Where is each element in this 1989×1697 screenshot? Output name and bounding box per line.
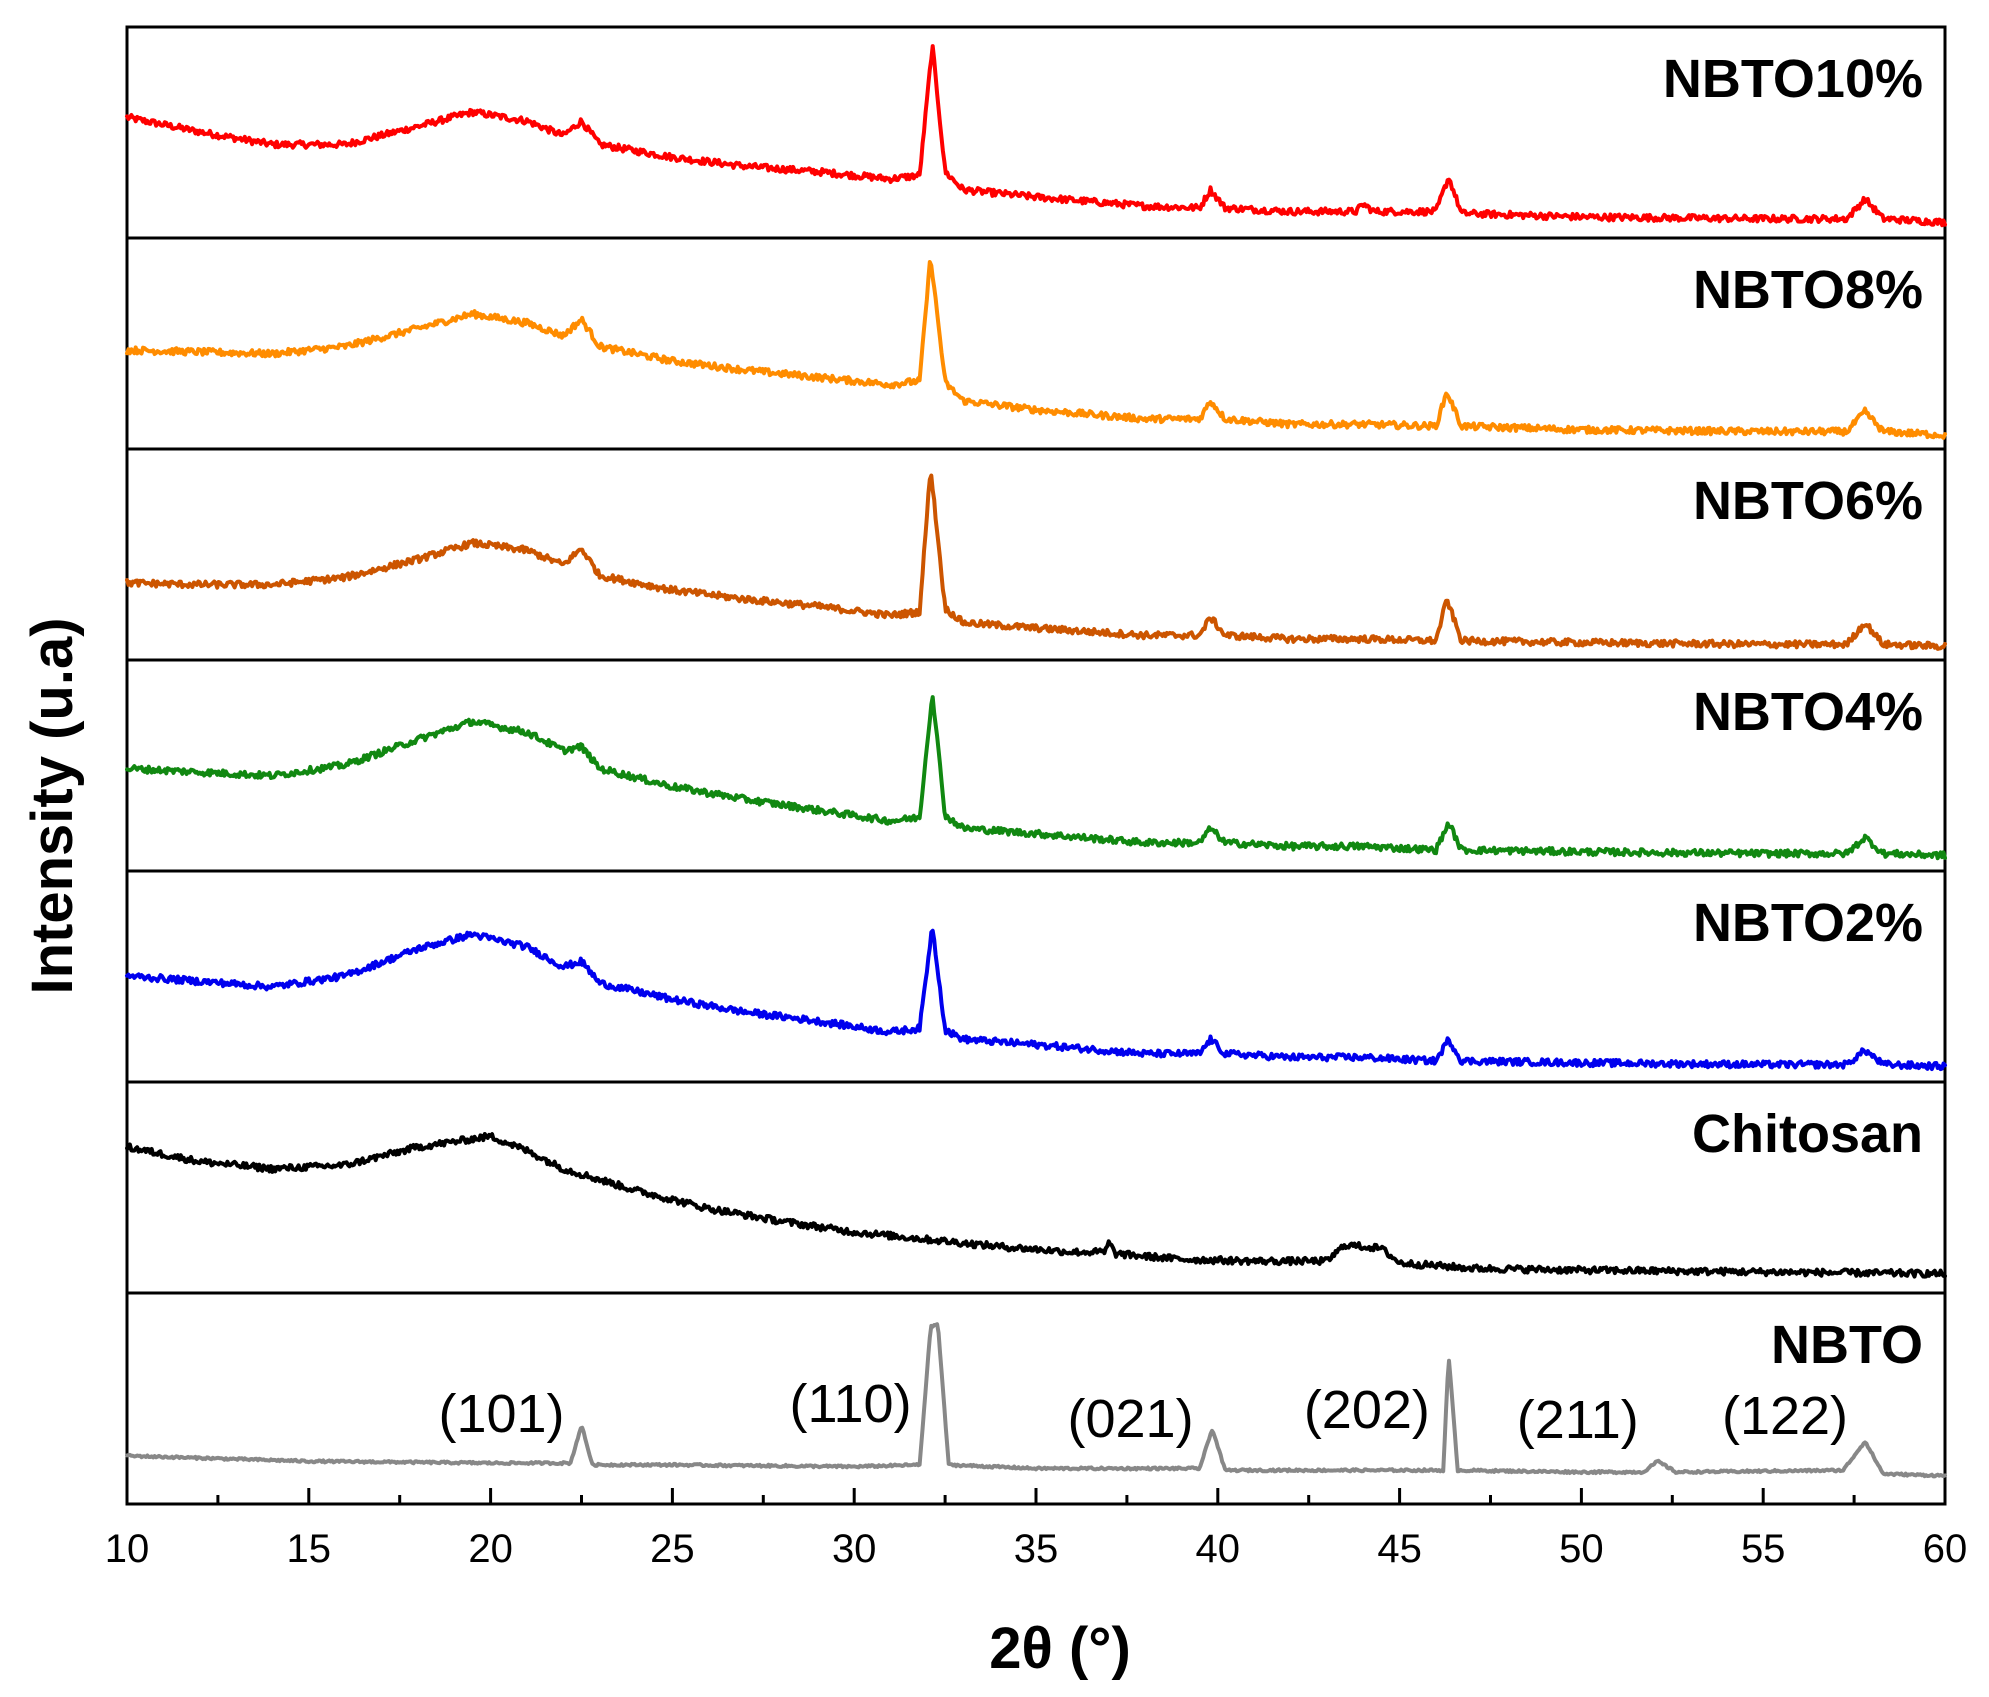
x-tick-label: 55 bbox=[1741, 1527, 1786, 1571]
series-line-nbto8pct bbox=[125, 260, 1947, 440]
series-label-chitosan: Chitosan bbox=[1692, 1104, 1923, 1164]
x-tick-label: 20 bbox=[468, 1527, 513, 1571]
series-line-nbto10pct bbox=[125, 44, 1947, 228]
panel-chitosan bbox=[125, 1080, 1947, 1295]
series-line-nbto6pct bbox=[125, 473, 1947, 651]
x-tick-label: 50 bbox=[1559, 1527, 1604, 1571]
x-tick-label: 15 bbox=[287, 1527, 332, 1571]
x-axis: 10 15 20 25 30 35 40 45 50 55 60 bbox=[105, 1488, 1968, 1571]
chart-panels bbox=[125, 25, 1947, 1506]
hkl-annotation: (021) bbox=[1067, 1389, 1193, 1449]
hkl-annotation: (101) bbox=[438, 1384, 564, 1444]
panel-nbto8pct bbox=[125, 236, 1947, 451]
series-line-chitosan bbox=[125, 1132, 1947, 1279]
x-tick-label: 60 bbox=[1923, 1527, 1968, 1571]
series-line-nbto2pct bbox=[125, 928, 1947, 1072]
x-tick-label: 25 bbox=[650, 1527, 695, 1571]
panel-nbto4pct bbox=[125, 658, 1947, 873]
hkl-annotation: (211) bbox=[1517, 1390, 1639, 1450]
hkl-annotation: (110) bbox=[790, 1374, 912, 1434]
series-label-nbto6pct: NBTO6% bbox=[1693, 471, 1923, 531]
y-axis-title: Intensity (u.a) bbox=[20, 617, 85, 994]
series-label-nbto2pct: NBTO2% bbox=[1693, 893, 1923, 953]
x-axis-title: 2θ (°) bbox=[989, 1616, 1131, 1681]
hkl-annotation: (202) bbox=[1304, 1380, 1430, 1440]
x-tick-label: 45 bbox=[1377, 1527, 1422, 1571]
series-line-nbto4pct bbox=[125, 695, 1947, 861]
series-label-nbto4pct: NBTO4% bbox=[1693, 682, 1923, 742]
x-tick-label: 40 bbox=[1196, 1527, 1241, 1571]
x-tick-label: 10 bbox=[105, 1527, 150, 1571]
series-label-nbto: NBTO bbox=[1771, 1315, 1923, 1375]
panel-nbto2pct bbox=[125, 869, 1947, 1084]
chart-labels: NBTO10% NBTO8% NBTO6% NBTO4% NBTO2% Chitosan N… bbox=[438, 49, 1923, 1450]
series-line-nbto bbox=[125, 1322, 1947, 1479]
chart-traces bbox=[125, 44, 1947, 1479]
hkl-annotation: (122) bbox=[1722, 1386, 1848, 1446]
series-label-nbto8pct: NBTO8% bbox=[1693, 260, 1923, 320]
series-label-nbto10pct: NBTO10% bbox=[1663, 49, 1923, 109]
x-tick-label: 30 bbox=[832, 1527, 877, 1571]
x-tick-label: 35 bbox=[1014, 1527, 1059, 1571]
